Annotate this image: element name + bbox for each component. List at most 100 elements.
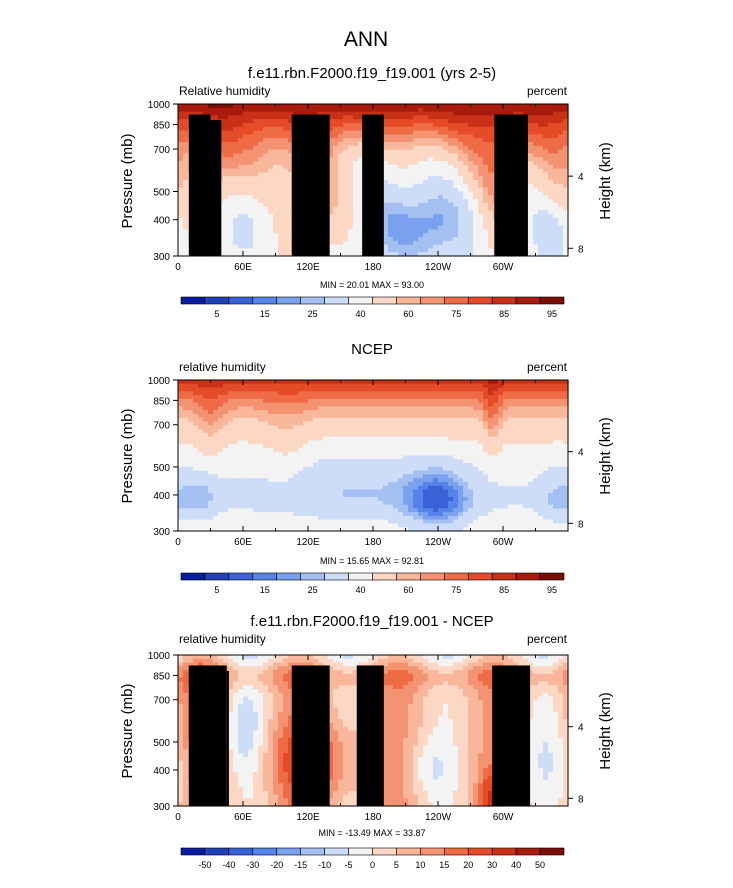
- field-cell: [248, 107, 254, 113]
- field-cell: [233, 210, 239, 215]
- field-cell: [373, 444, 379, 449]
- field-cell: [223, 183, 229, 189]
- field-cell: [463, 119, 469, 124]
- field-cell: [448, 463, 454, 468]
- field-cell: [313, 383, 319, 389]
- field-cell: [388, 195, 394, 200]
- field-cell: [308, 391, 314, 396]
- field-cell: [228, 142, 234, 147]
- field-cell: [483, 383, 489, 389]
- field-cell: [303, 440, 309, 445]
- field-cell: [543, 145, 549, 151]
- field-cell: [408, 138, 414, 143]
- field-cell: [423, 436, 429, 442]
- field-cell: [443, 172, 449, 177]
- field-cell: [533, 425, 539, 430]
- field-cell: [543, 455, 549, 460]
- field-cell: [323, 425, 329, 430]
- field-cell: [198, 402, 204, 408]
- field-cell: [488, 191, 494, 196]
- field-cell: [343, 402, 349, 408]
- field-cell: [278, 161, 284, 166]
- field-cell: [493, 429, 499, 434]
- field-cell: [498, 444, 504, 449]
- field-cell: [248, 402, 254, 408]
- field-cell: [413, 183, 419, 189]
- field-cell: [388, 398, 394, 404]
- field-cell: [398, 387, 404, 392]
- field-cell: [263, 421, 269, 426]
- field-cell: [183, 225, 189, 230]
- field-cell: [263, 440, 269, 445]
- field-cell: [473, 191, 479, 196]
- field-cell: [468, 107, 474, 113]
- field-cell: [503, 440, 509, 445]
- field-cell: [528, 447, 534, 453]
- field-cell: [288, 126, 294, 132]
- field-cell: [323, 111, 329, 116]
- field-cell: [543, 115, 549, 120]
- field-cell: [288, 413, 294, 419]
- x-tick-label: 60E: [234, 262, 252, 273]
- field-cell: [288, 218, 294, 223]
- field-cell: [403, 111, 409, 116]
- field-cell: [303, 406, 309, 411]
- field-cell: [408, 421, 414, 426]
- field-cell: [358, 176, 364, 181]
- field-cell: [388, 455, 394, 460]
- field-cell: [233, 172, 239, 177]
- field-cell: [428, 107, 434, 113]
- field-cell: [233, 398, 239, 404]
- field-cell: [233, 432, 239, 438]
- field-cell: [563, 429, 569, 434]
- field-cell: [453, 111, 459, 116]
- field-cell: [478, 398, 484, 404]
- field-cell: [538, 134, 544, 139]
- field-cell: [513, 111, 519, 116]
- field-cell: [258, 214, 264, 219]
- field-cell: [563, 172, 569, 177]
- field-cell: [333, 440, 339, 445]
- field-cell: [353, 119, 359, 124]
- field-cell: [263, 233, 269, 238]
- field-cell: [178, 130, 184, 135]
- field-cell: [298, 447, 304, 453]
- field-cell: [328, 240, 334, 246]
- field-cell: [458, 383, 464, 389]
- field-cell: [423, 451, 429, 457]
- field-cell: [443, 183, 449, 189]
- field-cell: [398, 380, 404, 385]
- field-cell: [383, 183, 389, 189]
- field-cell: [413, 138, 419, 143]
- field-cell: [348, 115, 354, 120]
- field-cell: [273, 191, 279, 196]
- field-cell: [543, 459, 549, 464]
- field-cell: [288, 417, 294, 423]
- field-cell: [563, 218, 569, 223]
- field-cell: [283, 436, 289, 442]
- field-cell: [233, 244, 239, 249]
- field-cell: [448, 447, 454, 453]
- field-cell: [193, 413, 199, 419]
- field-cell: [443, 221, 449, 227]
- field-cell: [263, 252, 269, 257]
- field-cell: [228, 199, 234, 204]
- field-cell: [388, 406, 394, 411]
- field-cell: [223, 138, 229, 143]
- field-cell: [233, 451, 239, 457]
- field-cell: [403, 180, 409, 185]
- field-cell: [338, 240, 344, 246]
- field-cell: [548, 417, 554, 423]
- field-cell: [378, 380, 384, 385]
- field-cell: [478, 380, 484, 385]
- field-cell: [513, 432, 519, 438]
- field-cell: [393, 447, 399, 453]
- field-cell: [268, 180, 274, 185]
- field-cell: [478, 172, 484, 177]
- field-cell: [403, 138, 409, 143]
- field-cell: [473, 221, 479, 227]
- field-cell: [363, 447, 369, 453]
- field-cell: [363, 104, 369, 109]
- field-cell: [443, 240, 449, 246]
- field-cell: [398, 432, 404, 438]
